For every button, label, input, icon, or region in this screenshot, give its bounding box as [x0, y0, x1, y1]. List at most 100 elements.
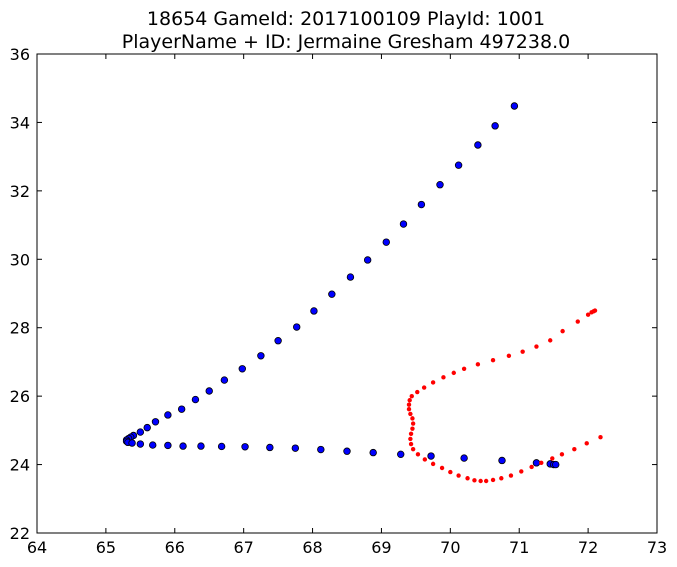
- data-point: [179, 442, 187, 450]
- x-tick-label: 69: [371, 538, 391, 557]
- data-point: [164, 411, 172, 419]
- x-tick-label: 67: [233, 538, 253, 557]
- data-point: [328, 290, 336, 298]
- y-tick-label: 26: [10, 387, 30, 406]
- data-point: [430, 461, 436, 467]
- data-point: [151, 418, 160, 426]
- data-point: [436, 180, 444, 189]
- data-point: [598, 435, 603, 440]
- data-point: [143, 423, 151, 432]
- data-point: [164, 441, 172, 450]
- y-tick-label: 28: [10, 319, 30, 338]
- data-point: [408, 436, 413, 442]
- data-point: [410, 416, 415, 421]
- x-tick-label: 72: [578, 538, 598, 557]
- x-tick-label: 66: [165, 538, 185, 557]
- data-point: [519, 469, 524, 474]
- data-point: [128, 439, 136, 447]
- data-point: [584, 441, 589, 446]
- data-point: [439, 465, 445, 471]
- y-tick-label: 36: [10, 45, 30, 64]
- data-point: [465, 476, 470, 481]
- data-point: [534, 344, 539, 349]
- data-point: [409, 393, 414, 399]
- data-point: [560, 328, 565, 334]
- data-point: [408, 431, 414, 436]
- data-point: [217, 442, 226, 451]
- data-point: [448, 469, 453, 475]
- data-point: [220, 376, 229, 384]
- data-point: [410, 446, 416, 452]
- data-point: [510, 102, 519, 110]
- axis-tick-labels: 64 65 66 67 68 69 70 71 72 73 22 24 26 28 30 32 34 36: [10, 45, 668, 557]
- data-point: [346, 273, 355, 281]
- data-point: [422, 457, 428, 462]
- data-point: [478, 478, 483, 484]
- y-tick-label: 34: [10, 113, 30, 132]
- data-point: [406, 406, 412, 412]
- x-tick-label: 64: [27, 538, 47, 557]
- data-point: [382, 238, 390, 246]
- data-point: [592, 308, 598, 313]
- data-point: [520, 349, 525, 354]
- data-point: [529, 464, 534, 470]
- data-point: [441, 375, 446, 380]
- data-point: [343, 447, 351, 455]
- data-point: [461, 366, 467, 371]
- data-point: [291, 444, 300, 452]
- data-point: [136, 440, 145, 448]
- data-point: [293, 323, 301, 331]
- data-point: [408, 441, 414, 447]
- data-point: [274, 337, 282, 345]
- data-point: [197, 442, 205, 450]
- data-point: [427, 452, 435, 460]
- y-tick-label: 32: [10, 182, 30, 201]
- data-point: [407, 398, 412, 403]
- series-1: [406, 308, 603, 484]
- data-point: [552, 460, 560, 469]
- data-point: [559, 452, 565, 457]
- x-tick-label: 65: [96, 538, 116, 557]
- x-tick-label: 68: [302, 538, 322, 557]
- data-point: [399, 220, 408, 228]
- series-0: [122, 102, 560, 469]
- data-point: [499, 476, 504, 481]
- data-point: [508, 473, 514, 478]
- data-point: [475, 362, 481, 367]
- data-point: [369, 448, 377, 457]
- data-point: [415, 389, 420, 395]
- data-point: [397, 450, 405, 459]
- data-point: [317, 445, 325, 454]
- data-point: [410, 421, 416, 426]
- data-point: [241, 443, 249, 451]
- data-points: [122, 102, 603, 484]
- data-point: [550, 456, 555, 461]
- data-point: [406, 402, 412, 407]
- y-tick-label: 24: [10, 456, 30, 475]
- axis-ticks: [36, 53, 658, 534]
- data-point: [456, 473, 461, 478]
- x-tick-label: 70: [440, 538, 460, 557]
- plot-area: [36, 53, 658, 534]
- data-point: [472, 478, 477, 483]
- data-point: [205, 387, 213, 395]
- data-point: [310, 307, 318, 315]
- data-point: [257, 352, 265, 360]
- data-point: [532, 459, 541, 467]
- x-tick-label: 73: [647, 538, 667, 557]
- data-point: [460, 454, 468, 462]
- data-point: [149, 441, 157, 449]
- data-point: [575, 319, 580, 324]
- data-point: [415, 452, 421, 457]
- data-point: [410, 426, 415, 431]
- data-point: [548, 338, 553, 343]
- data-point: [483, 478, 489, 484]
- data-point: [136, 428, 145, 436]
- data-point: [238, 365, 246, 373]
- data-point: [585, 312, 591, 317]
- data-point: [177, 405, 186, 413]
- data-point: [498, 456, 506, 465]
- data-point: [572, 446, 577, 452]
- x-tick-label: 71: [509, 538, 529, 557]
